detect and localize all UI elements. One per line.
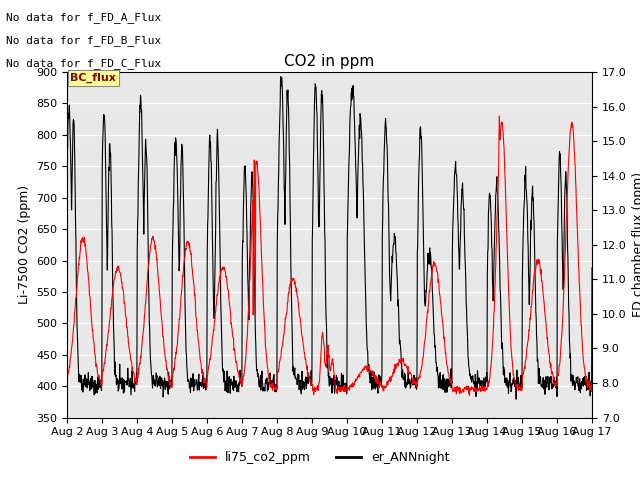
Text: No data for f_FD_A_Flux: No data for f_FD_A_Flux [6,12,162,23]
Y-axis label: FD chamber flux (ppm): FD chamber flux (ppm) [632,172,640,317]
Text: No data for f_FD_C_Flux: No data for f_FD_C_Flux [6,58,162,69]
Text: No data for f_FD_B_Flux: No data for f_FD_B_Flux [6,35,162,46]
Text: BC_flux: BC_flux [70,73,116,83]
Legend: li75_co2_ppm, er_ANNnight: li75_co2_ppm, er_ANNnight [186,446,454,469]
Title: CO2 in ppm: CO2 in ppm [284,54,375,70]
Y-axis label: Li-7500 CO2 (ppm): Li-7500 CO2 (ppm) [18,185,31,304]
